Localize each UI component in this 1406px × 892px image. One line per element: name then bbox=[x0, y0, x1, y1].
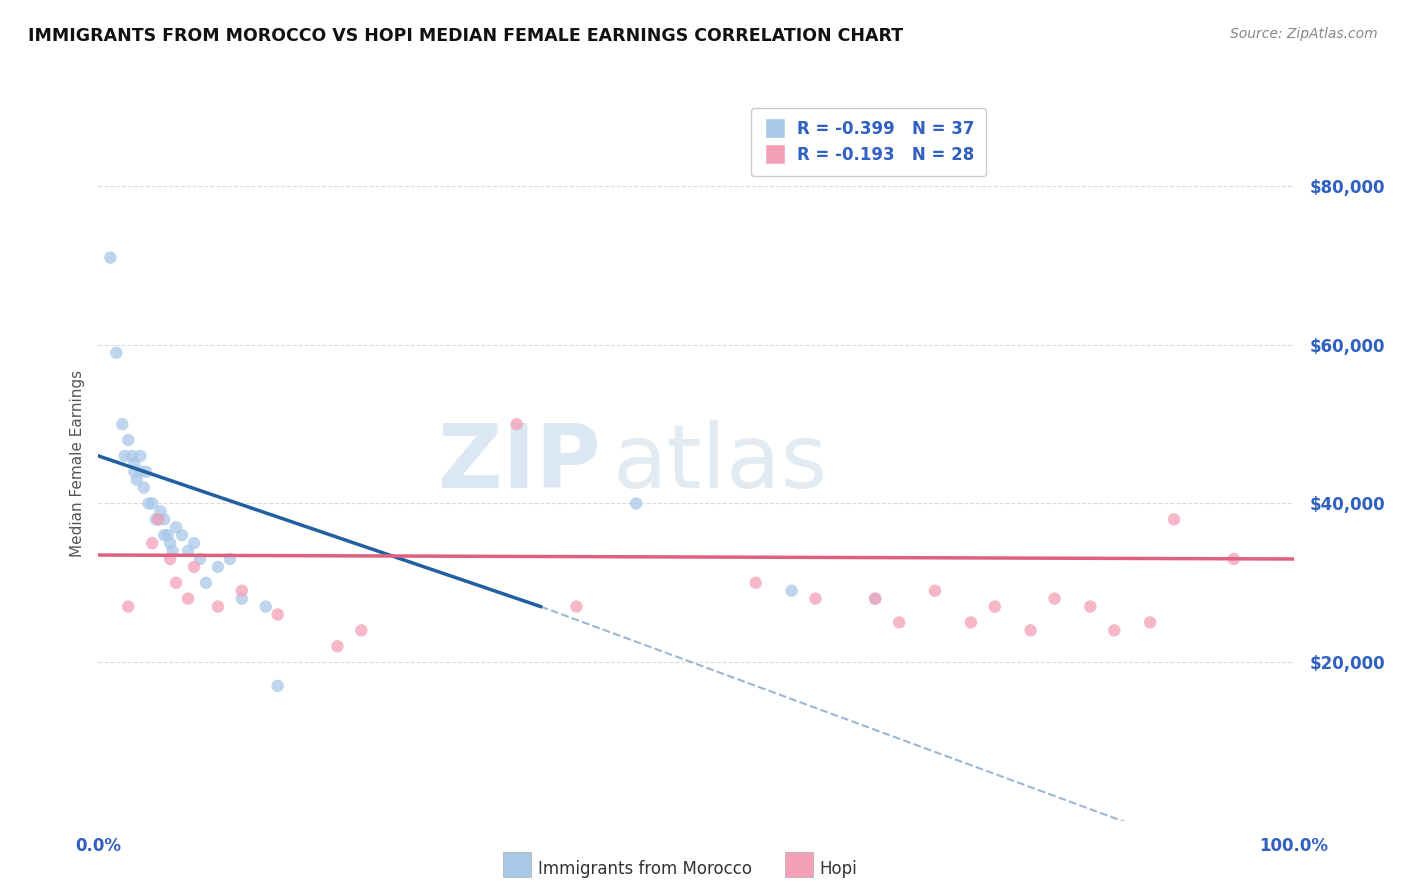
Point bbox=[1223, 552, 1246, 566]
Point bbox=[626, 496, 648, 510]
Point bbox=[506, 417, 529, 432]
Point bbox=[1104, 624, 1126, 638]
Point bbox=[153, 528, 176, 542]
Y-axis label: Median Female Earnings: Median Female Earnings bbox=[69, 370, 84, 558]
Point bbox=[183, 536, 205, 550]
Point bbox=[565, 599, 588, 614]
Point bbox=[121, 449, 143, 463]
Text: atlas: atlas bbox=[613, 420, 828, 508]
Point bbox=[138, 496, 160, 510]
Point bbox=[177, 591, 200, 606]
Point bbox=[148, 512, 170, 526]
Text: IMMIGRANTS FROM MOROCCO VS HOPI MEDIAN FEMALE EARNINGS CORRELATION CHART: IMMIGRANTS FROM MOROCCO VS HOPI MEDIAN F… bbox=[28, 27, 903, 45]
Point bbox=[1043, 591, 1066, 606]
Point bbox=[124, 457, 146, 471]
Point bbox=[267, 679, 290, 693]
Point bbox=[117, 433, 139, 447]
Point bbox=[149, 504, 172, 518]
Point bbox=[865, 591, 887, 606]
Text: ZIP: ZIP bbox=[437, 420, 600, 508]
Point bbox=[148, 512, 170, 526]
Point bbox=[162, 544, 184, 558]
Point bbox=[172, 528, 194, 542]
Point bbox=[135, 465, 157, 479]
Point bbox=[267, 607, 290, 622]
Point bbox=[145, 512, 167, 526]
Point bbox=[125, 473, 148, 487]
Point bbox=[231, 583, 253, 598]
Point bbox=[165, 575, 187, 590]
Point bbox=[105, 346, 128, 360]
Point bbox=[960, 615, 983, 630]
Point bbox=[924, 583, 946, 598]
Point bbox=[350, 624, 373, 638]
Point bbox=[1163, 512, 1185, 526]
Point bbox=[98, 251, 122, 265]
Point bbox=[1139, 615, 1161, 630]
Point bbox=[195, 575, 218, 590]
Point bbox=[865, 591, 887, 606]
Point bbox=[124, 465, 146, 479]
Point bbox=[129, 449, 152, 463]
Point bbox=[326, 639, 349, 653]
Point bbox=[231, 591, 253, 606]
Point bbox=[156, 528, 179, 542]
Point bbox=[780, 583, 803, 598]
Point bbox=[254, 599, 277, 614]
Point bbox=[141, 536, 163, 550]
Point bbox=[132, 481, 155, 495]
Point bbox=[889, 615, 911, 630]
Point bbox=[1080, 599, 1102, 614]
Point bbox=[111, 417, 134, 432]
Point bbox=[207, 560, 229, 574]
Point bbox=[804, 591, 827, 606]
Text: Hopi: Hopi bbox=[820, 860, 858, 878]
Point bbox=[159, 536, 181, 550]
Point bbox=[114, 449, 136, 463]
Point bbox=[141, 496, 163, 510]
Point bbox=[188, 552, 211, 566]
Point bbox=[153, 512, 176, 526]
Point bbox=[177, 544, 200, 558]
Point bbox=[207, 599, 229, 614]
Point bbox=[117, 599, 139, 614]
Point bbox=[165, 520, 187, 534]
Point bbox=[183, 560, 205, 574]
Point bbox=[984, 599, 1007, 614]
Point bbox=[159, 552, 181, 566]
Text: Source: ZipAtlas.com: Source: ZipAtlas.com bbox=[1230, 27, 1378, 41]
Text: Immigrants from Morocco: Immigrants from Morocco bbox=[538, 860, 752, 878]
Point bbox=[129, 465, 152, 479]
Point bbox=[1019, 624, 1042, 638]
Point bbox=[745, 575, 768, 590]
Point bbox=[219, 552, 242, 566]
Legend: R = -0.399   N = 37, R = -0.193   N = 28: R = -0.399 N = 37, R = -0.193 N = 28 bbox=[751, 108, 987, 176]
